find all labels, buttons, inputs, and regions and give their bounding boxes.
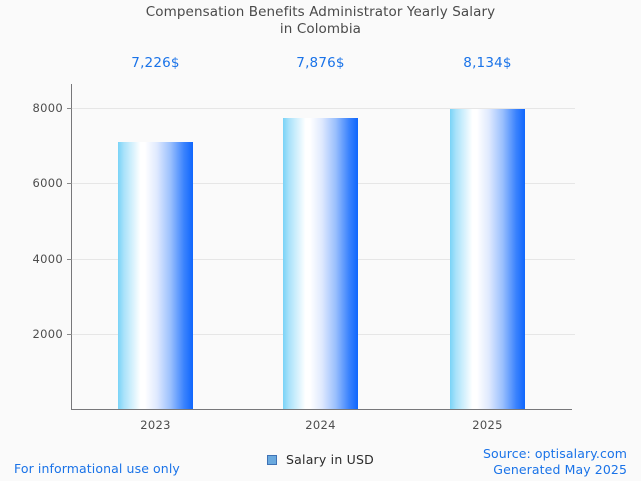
y-tickmark-8000: [67, 108, 72, 110]
value-label-2024: 7,876$: [296, 55, 345, 71]
value-label-2025: 8,134$: [463, 55, 512, 71]
informational-use-note: For informational use only: [14, 461, 180, 476]
x-axis-line: [71, 408, 572, 410]
chart-legend: Salary in USD: [0, 452, 641, 467]
y-tickmark-4000: [67, 258, 72, 260]
bar-2025[interactable]: [450, 108, 525, 409]
x-tick-label-2025: 2025: [472, 418, 503, 432]
y-tickmark-6000: [67, 183, 72, 185]
legend-label-salary-in-usd[interactable]: Salary in USD: [286, 452, 374, 467]
value-label-2023: 7,226$: [131, 55, 180, 71]
y-tickmark-2000: [67, 333, 72, 335]
bar-2023[interactable]: [118, 142, 193, 409]
chart-title-line-2: in Colombia: [279, 21, 362, 37]
y-tick-label-6000: 6000: [32, 176, 63, 191]
x-tick-label-2024: 2024: [305, 418, 336, 432]
source-credit: Source: optisalary.com Generated May 202…: [483, 446, 627, 477]
generated-date-label: Generated May 2025: [493, 461, 627, 477]
x-tick-label-2023: 2023: [140, 418, 171, 432]
legend-swatch-salary-in-usd: [267, 454, 278, 465]
y-tick-label-4000: 4000: [32, 251, 63, 266]
y-tick-label-2000: 2000: [32, 326, 63, 341]
bar-2024[interactable]: [283, 118, 358, 409]
gridline-8000: 8000: [33, 101, 575, 115]
y-tick-label-8000: 8000: [32, 101, 63, 115]
source-label: Source: optisalary.com: [482, 446, 627, 461]
chart-title-line-1: Compensation Benefits Administrator Year…: [145, 4, 496, 20]
chart-title: Compensation Benefits Administrator Year…: [0, 4, 641, 38]
plot-area: 8000 6000 4000 2000: [33, 84, 575, 409]
y-axis-line: [71, 84, 73, 410]
